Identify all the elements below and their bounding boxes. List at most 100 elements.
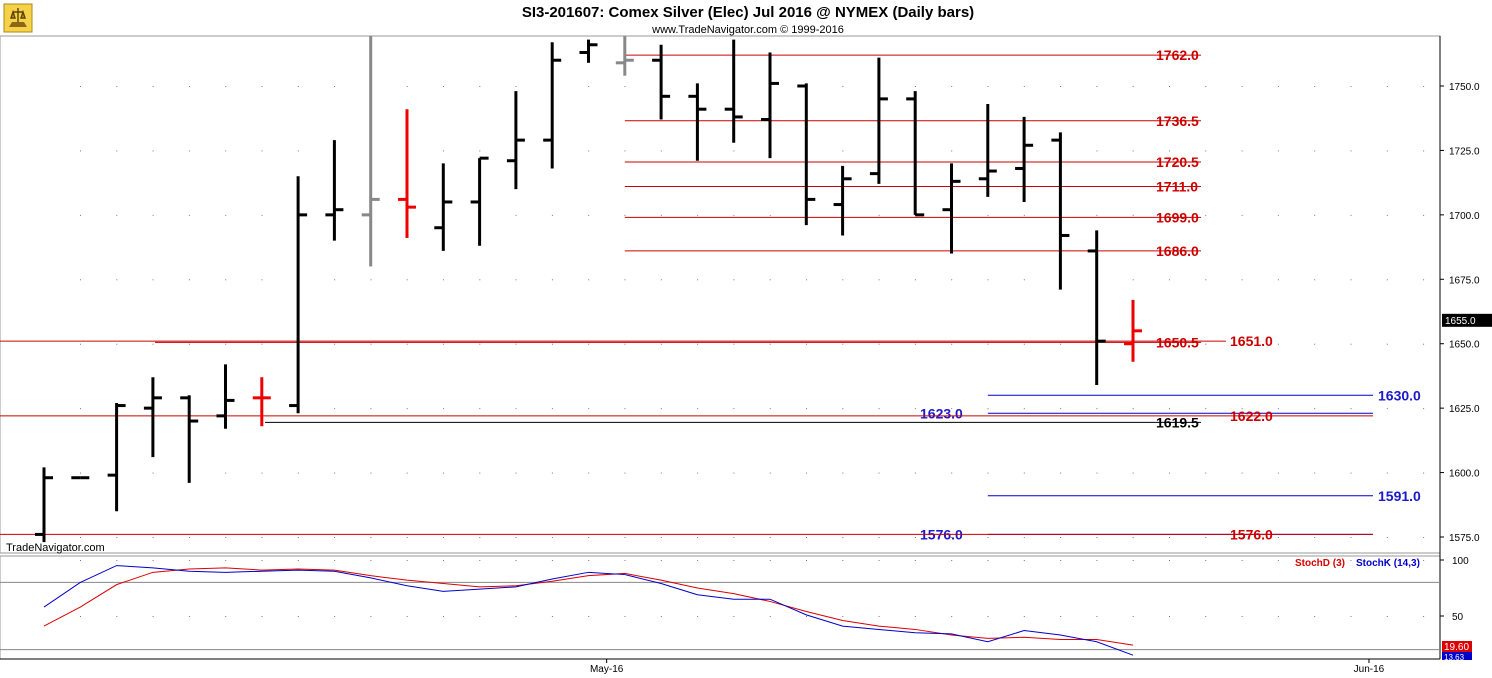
trade-navigator-logo-icon[interactable] [3,3,33,33]
grid-dot [1023,560,1025,561]
grid-dot [1350,408,1352,410]
grid-dot [1096,560,1098,561]
grid-dot [1132,616,1134,617]
grid-dot [334,560,336,561]
grid-dot [479,472,481,474]
grid-dot [1277,279,1279,281]
time-tick-label: May-16 [590,664,624,675]
price-tick-label: 1650.0 [1449,340,1480,351]
grid-dot [588,279,590,281]
grid-dot [443,472,444,474]
stoch-k-line [43,565,1134,656]
grid-dot [1350,214,1352,216]
grid-dot [1423,616,1425,617]
grid-dot [987,408,989,410]
grid-dot [733,560,735,561]
grid-dot [370,343,372,345]
grid-dot [1023,537,1025,538]
grid-dot [806,279,807,281]
grid-dot [1023,616,1025,617]
grid-dot [1277,472,1279,474]
grid-dot [551,343,553,345]
grid-dot [1060,408,1062,410]
grid-dot [1386,86,1388,87]
grid-dot [1423,472,1425,474]
grid-dot [914,408,916,410]
grid-dot [914,537,916,538]
grid-dot [515,214,517,216]
grid-dot [1132,408,1134,410]
grid-dot [878,279,880,281]
grid-dot [1169,560,1170,561]
grid-dot [370,537,372,538]
grid-dot [1314,214,1316,216]
grid-dot [842,560,844,561]
grid-dot [878,616,880,617]
grid-dot [588,86,590,87]
grid-dot [806,537,807,538]
level-label-1576.0: 1576.0 [1230,526,1273,542]
grid-dot [479,86,481,87]
copyright-text: www.TradeNavigator.com © 1999-2016 [651,24,844,36]
grid-dot [1314,537,1316,538]
grid-dot [588,560,590,561]
grid-dot [297,537,299,538]
level-label-1623.0: 1623.0 [920,405,963,421]
stoch-k-badge [1442,652,1472,660]
grid-dot [1023,343,1025,345]
grid-dot [479,150,481,152]
grid-dot [1314,279,1316,281]
grid-dot [624,279,626,281]
grid-dot [443,537,444,538]
grid-dot [1386,560,1388,561]
level-label-1711.0: 1711.0 [1156,179,1198,195]
grid-dot [1277,537,1279,538]
grid-dot [1277,616,1279,617]
grid-dot [1277,560,1279,561]
grid-dot [116,616,118,617]
grid-dot [515,86,517,87]
grid-dot [515,616,517,617]
grid-dot [1350,616,1352,617]
oscillator-pane[interactable] [0,555,1441,660]
grid-dot [1096,616,1098,617]
grid-dot [769,214,771,216]
level-label-1622.0: 1622.0 [1230,408,1273,424]
grid-dot [733,408,735,410]
level-label-1651.0: 1651.0 [1230,333,1273,349]
stoch-d-badge [1442,641,1472,652]
grid-dot [1277,343,1279,345]
price-pane[interactable] [0,35,1441,554]
grid-dot [769,343,771,345]
grid-dot [152,150,154,152]
grid-dot [733,279,735,281]
grid-dot [261,150,263,152]
grid-dot [842,343,844,345]
grid-dot [1096,408,1098,410]
grid-dot [1169,86,1170,87]
grid-dot [951,472,953,474]
grid-dot [1096,472,1098,474]
price-tick-label: 1750.0 [1449,82,1480,93]
grid-dot [80,472,81,474]
grid-dot [769,408,771,410]
grid-dot [1314,343,1316,345]
grid-dot [842,616,844,617]
grid-dot [624,472,626,474]
grid-dot [443,279,444,281]
grid-dot [1314,150,1316,152]
price-tick-label: 1700.0 [1449,211,1480,222]
grid-dot [515,560,517,561]
grid-dot [406,560,408,561]
grid-dot [987,214,989,216]
grid-dot [697,472,699,474]
grid-dot [624,616,626,617]
grid-dot [1350,560,1352,561]
grid-dot [697,214,699,216]
grid-dot [406,343,408,345]
grid-dot [1314,86,1316,87]
grid-dot [370,408,372,410]
grid-dot [80,537,81,538]
